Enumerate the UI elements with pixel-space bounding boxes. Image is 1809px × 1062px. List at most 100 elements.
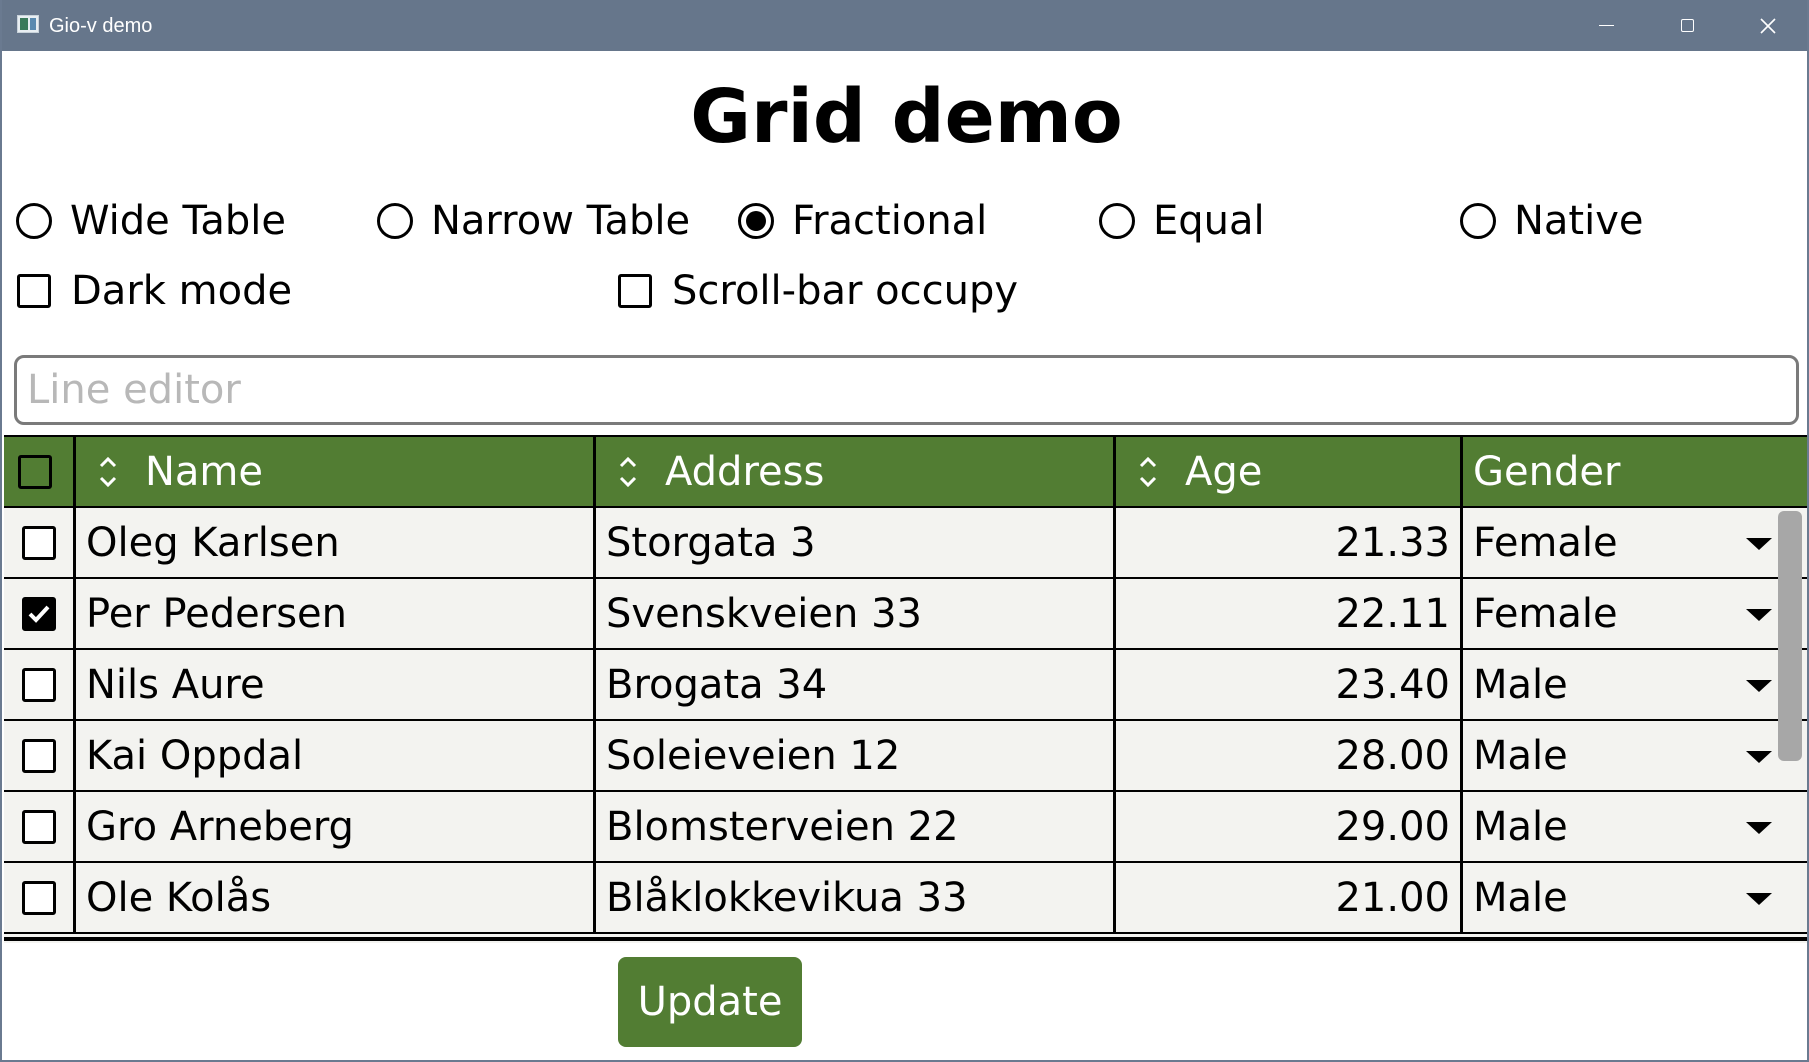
gender-value: Male <box>1473 661 1568 708</box>
table-row[interactable]: Kai Oppdal Soleieveien 12 28.00 Male <box>4 719 1807 790</box>
table-row[interactable]: Nils Aure Brogata 34 23.40 Male <box>4 648 1807 719</box>
row-checkbox[interactable] <box>21 596 56 631</box>
address-cell[interactable]: Soleieveien 12 <box>596 721 1116 790</box>
gender-dropdown[interactable]: Male <box>1463 721 1807 790</box>
header-label: Gender <box>1473 448 1621 495</box>
dropdown-arrow-icon[interactable] <box>1746 538 1772 550</box>
row-select-cell <box>4 721 76 790</box>
row-select-cell <box>4 508 76 577</box>
dropdown-arrow-icon[interactable] <box>1746 893 1772 905</box>
row-checkbox[interactable] <box>21 880 56 915</box>
gender-dropdown[interactable]: Male <box>1463 863 1807 932</box>
row-checkbox[interactable] <box>21 667 56 702</box>
title-bar[interactable]: Gio-v demo <box>2 0 1807 51</box>
gender-value: Male <box>1473 732 1568 779</box>
select-all-checkbox[interactable] <box>18 454 52 489</box>
radio-equal[interactable]: Equal <box>1099 196 1265 246</box>
dropdown-arrow-icon[interactable] <box>1746 609 1772 621</box>
radio-label: Equal <box>1153 198 1265 244</box>
gender-dropdown[interactable]: Female <box>1463 508 1807 577</box>
gender-dropdown[interactable]: Male <box>1463 792 1807 861</box>
age-cell[interactable]: 29.00 <box>1116 792 1463 861</box>
radio-button-icon[interactable] <box>1099 203 1135 239</box>
gender-dropdown[interactable]: Female <box>1463 579 1807 648</box>
table-row[interactable]: Ole Kolås Blåklokkevikua 33 21.00 Male <box>4 861 1807 932</box>
radio-label: Native <box>1514 198 1644 244</box>
checkbox-icon[interactable] <box>618 274 652 308</box>
gender-value: Male <box>1473 874 1568 921</box>
age-cell[interactable]: 28.00 <box>1116 721 1463 790</box>
header-label: Name <box>145 448 264 495</box>
row-checkbox[interactable] <box>21 738 56 773</box>
row-select-cell <box>4 863 76 932</box>
header-age[interactable]: Age <box>1116 437 1463 506</box>
grid-bottom-border <box>4 937 1807 941</box>
header-label: Address <box>665 448 825 495</box>
radio-button-icon[interactable] <box>16 203 52 239</box>
row-checkbox[interactable] <box>21 809 56 844</box>
dropdown-arrow-icon[interactable] <box>1746 822 1772 834</box>
address-cell[interactable]: Brogata 34 <box>596 650 1116 719</box>
name-cell[interactable]: Oleg Karlsen <box>76 508 596 577</box>
minimize-button[interactable] <box>1566 0 1646 51</box>
name-cell[interactable]: Gro Arneberg <box>76 792 596 861</box>
radio-button-icon[interactable] <box>377 203 413 239</box>
table-row[interactable]: Gro Arneberg Blomsterveien 22 29.00 Male <box>4 790 1807 861</box>
address-cell[interactable]: Svenskveien 33 <box>596 579 1116 648</box>
close-icon <box>1760 17 1776 34</box>
age-cell[interactable]: 21.33 <box>1116 508 1463 577</box>
radio-wide-table[interactable]: Wide Table <box>16 196 286 246</box>
app-icon <box>17 15 39 33</box>
grid-header: Name Address Age Gender <box>4 435 1807 506</box>
sort-icon[interactable] <box>616 452 640 492</box>
checkbox-icon[interactable] <box>17 274 51 308</box>
row-select-cell <box>4 579 76 648</box>
address-cell[interactable]: Blåklokkevikua 33 <box>596 863 1116 932</box>
minimize-icon <box>1598 24 1614 27</box>
header-name[interactable]: Name <box>76 437 596 506</box>
sort-icon[interactable] <box>96 452 120 492</box>
row-checkbox[interactable] <box>21 525 56 560</box>
radio-native[interactable]: Native <box>1460 196 1644 246</box>
name-cell[interactable]: Per Pedersen <box>76 579 596 648</box>
dropdown-arrow-icon[interactable] <box>1746 751 1772 763</box>
row-select-cell <box>4 650 76 719</box>
age-cell[interactable]: 22.11 <box>1116 579 1463 648</box>
dropdown-arrow-icon[interactable] <box>1746 680 1772 692</box>
header-select-all-cell[interactable] <box>4 437 76 506</box>
name-cell[interactable]: Nils Aure <box>76 650 596 719</box>
age-cell[interactable]: 23.40 <box>1116 650 1463 719</box>
name-cell[interactable]: Kai Oppdal <box>76 721 596 790</box>
age-cell[interactable]: 21.00 <box>1116 863 1463 932</box>
checkbox-scrollbar-occupy[interactable]: Scroll-bar occupy <box>618 266 1018 316</box>
update-button[interactable]: Update <box>618 957 802 1047</box>
radio-label: Wide Table <box>70 198 286 244</box>
checkmark-icon <box>24 599 53 628</box>
radio-fractional[interactable]: Fractional <box>738 196 987 246</box>
header-gender[interactable]: Gender <box>1463 437 1807 506</box>
address-cell[interactable]: Storgata 3 <box>596 508 1116 577</box>
checkbox-label: Dark mode <box>71 268 293 314</box>
gender-value: Male <box>1473 803 1568 850</box>
address-cell[interactable]: Blomsterveien 22 <box>596 792 1116 861</box>
radio-button-icon[interactable] <box>738 203 774 239</box>
close-button[interactable] <box>1728 0 1807 51</box>
vertical-scrollbar[interactable] <box>1778 511 1802 761</box>
maximize-icon <box>1680 19 1694 32</box>
checkbox-label: Scroll-bar occupy <box>672 268 1019 314</box>
maximize-button[interactable] <box>1647 0 1727 51</box>
radio-label: Fractional <box>792 198 988 244</box>
name-cell[interactable]: Ole Kolås <box>76 863 596 932</box>
gender-value: Female <box>1473 519 1618 566</box>
checkbox-dark-mode[interactable]: Dark mode <box>17 266 292 316</box>
line-editor-input[interactable] <box>14 355 1799 425</box>
radio-button-icon[interactable] <box>1460 203 1496 239</box>
gender-dropdown[interactable]: Male <box>1463 650 1807 719</box>
table-row[interactable]: Oleg Karlsen Storgata 3 21.33 Female <box>4 506 1807 577</box>
radio-narrow-table[interactable]: Narrow Table <box>377 196 690 246</box>
data-grid: Name Address Age Gender <box>4 435 1807 943</box>
header-address[interactable]: Address <box>596 437 1116 506</box>
sort-icon[interactable] <box>1136 452 1160 492</box>
table-row[interactable]: Per Pedersen Svenskveien 33 22.11 Female <box>4 577 1807 648</box>
